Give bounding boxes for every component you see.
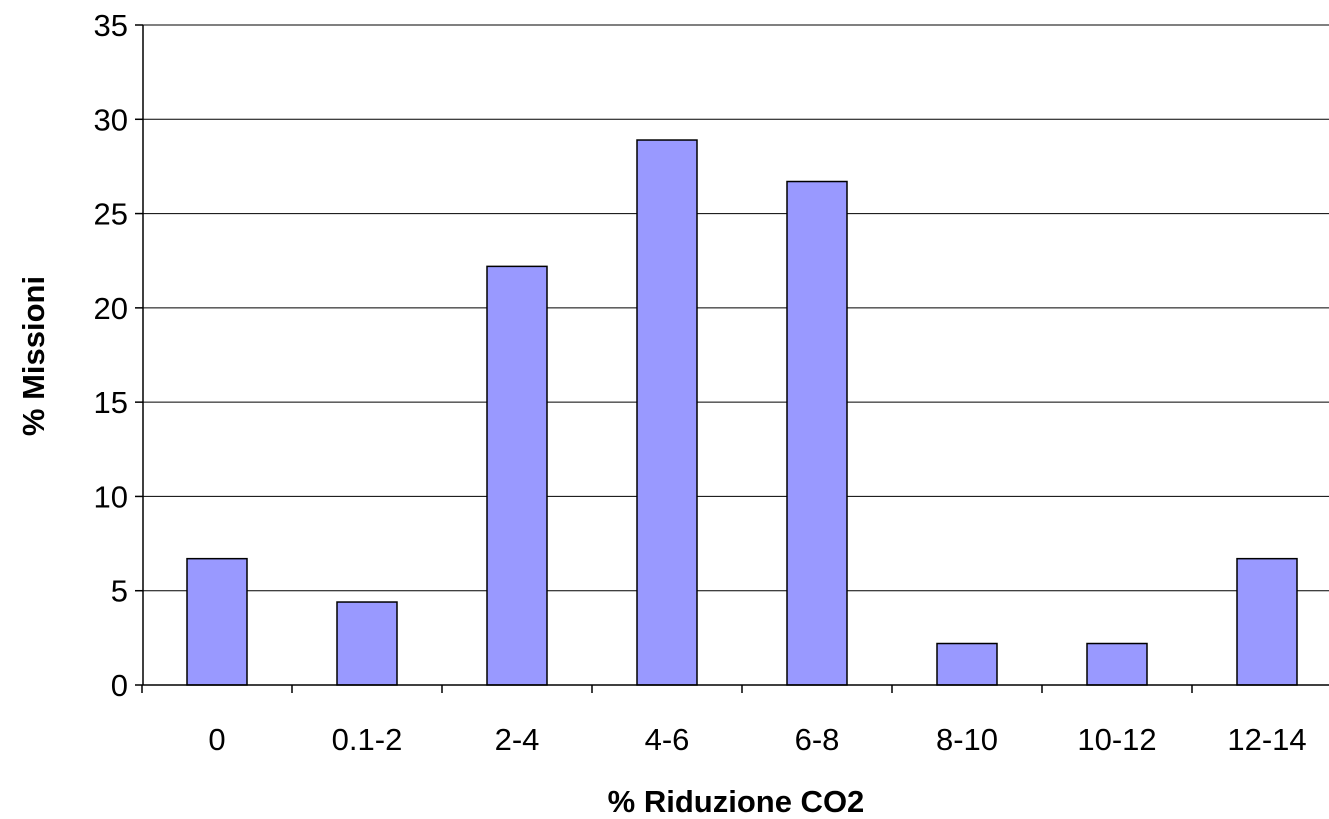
y-axis-title: % Missioni	[16, 276, 51, 436]
y-tick-label: 15	[94, 385, 128, 420]
y-tick-label: 25	[94, 197, 128, 232]
x-tick-label: 0.1-2	[332, 722, 403, 757]
x-tick-label: 2-4	[495, 722, 540, 757]
y-tick-label: 20	[94, 291, 128, 326]
bars	[186, 139, 1298, 686]
bar-0	[186, 557, 248, 686]
y-tick-label: 10	[94, 479, 128, 514]
bar-6-8	[786, 180, 848, 686]
bar-10-12	[1086, 642, 1148, 686]
bar-12-14	[1236, 557, 1298, 686]
x-axis-title: % Riduzione CO2	[608, 784, 865, 819]
bar-0.1-2	[336, 601, 398, 686]
x-tick-labels: 0 0.1-2 2-4 4-6 6-8 8-10 10-12 12-14	[141, 685, 1307, 757]
bar-2-4	[486, 265, 548, 686]
x-tick-label: 8-10	[936, 722, 998, 757]
x-tick-label: 12-14	[1227, 722, 1306, 757]
x-tick-label: 10-12	[1077, 722, 1156, 757]
axes	[142, 25, 1329, 686]
y-tick-label: 35	[94, 8, 128, 43]
x-tick-label: 0	[208, 722, 225, 757]
x-tick-label: 6-8	[795, 722, 840, 757]
y-tick-labels: 0 5 10 15 20 25 30 35	[94, 8, 128, 703]
gridlines	[135, 24, 1329, 686]
bar-4-6	[636, 139, 698, 686]
y-tick-label: 5	[111, 574, 128, 609]
x-tick-label: 4-6	[645, 722, 690, 757]
y-tick-label: 30	[94, 102, 128, 137]
y-tick-label: 0	[111, 668, 128, 703]
bar-8-10	[936, 642, 998, 686]
